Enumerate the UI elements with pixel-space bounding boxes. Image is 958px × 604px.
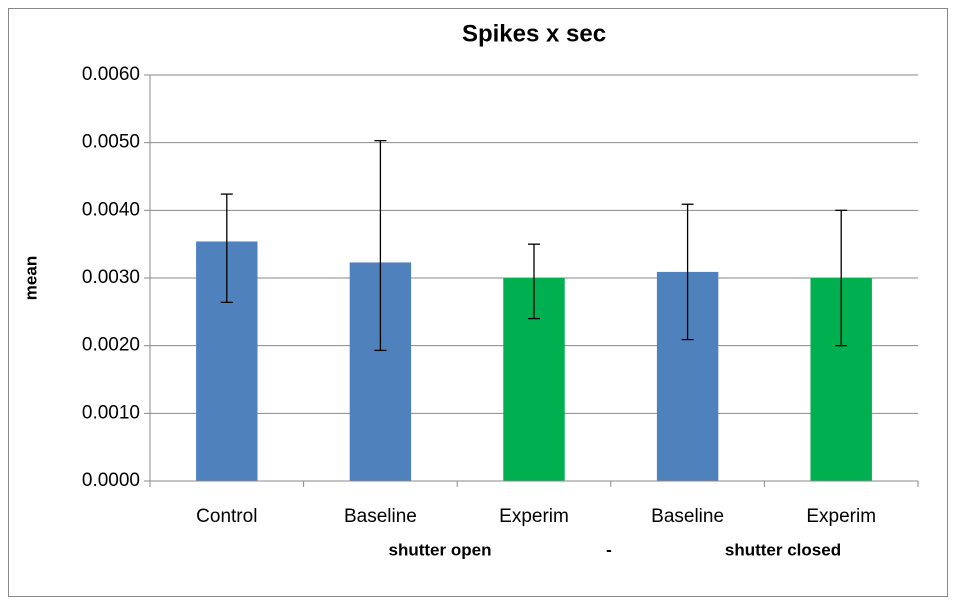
- x-tick-label: Experim: [499, 506, 569, 527]
- x-tick-label: Control: [196, 506, 257, 527]
- group-label: shutter closed: [725, 540, 841, 559]
- y-tick-label: 0.0020: [82, 335, 140, 356]
- y-tick-label: 0.0040: [82, 199, 140, 220]
- y-tick-label: 0.0010: [82, 402, 140, 423]
- x-tick-label: Experim: [806, 506, 876, 527]
- x-tick-label: Baseline: [651, 506, 724, 527]
- group-label: shutter open: [389, 540, 492, 559]
- y-tick-label: 0.0050: [82, 132, 140, 153]
- y-tick-label: 0.0030: [82, 267, 140, 288]
- group-label: -: [606, 540, 612, 559]
- y-tick-label: 0.0060: [82, 64, 140, 85]
- chart-border: [8, 8, 948, 597]
- chart-title: Spikes x sec: [462, 20, 606, 47]
- y-axis-label: mean: [21, 256, 40, 300]
- x-tick-label: Baseline: [344, 506, 417, 527]
- y-tick-label: 0.0000: [82, 470, 140, 491]
